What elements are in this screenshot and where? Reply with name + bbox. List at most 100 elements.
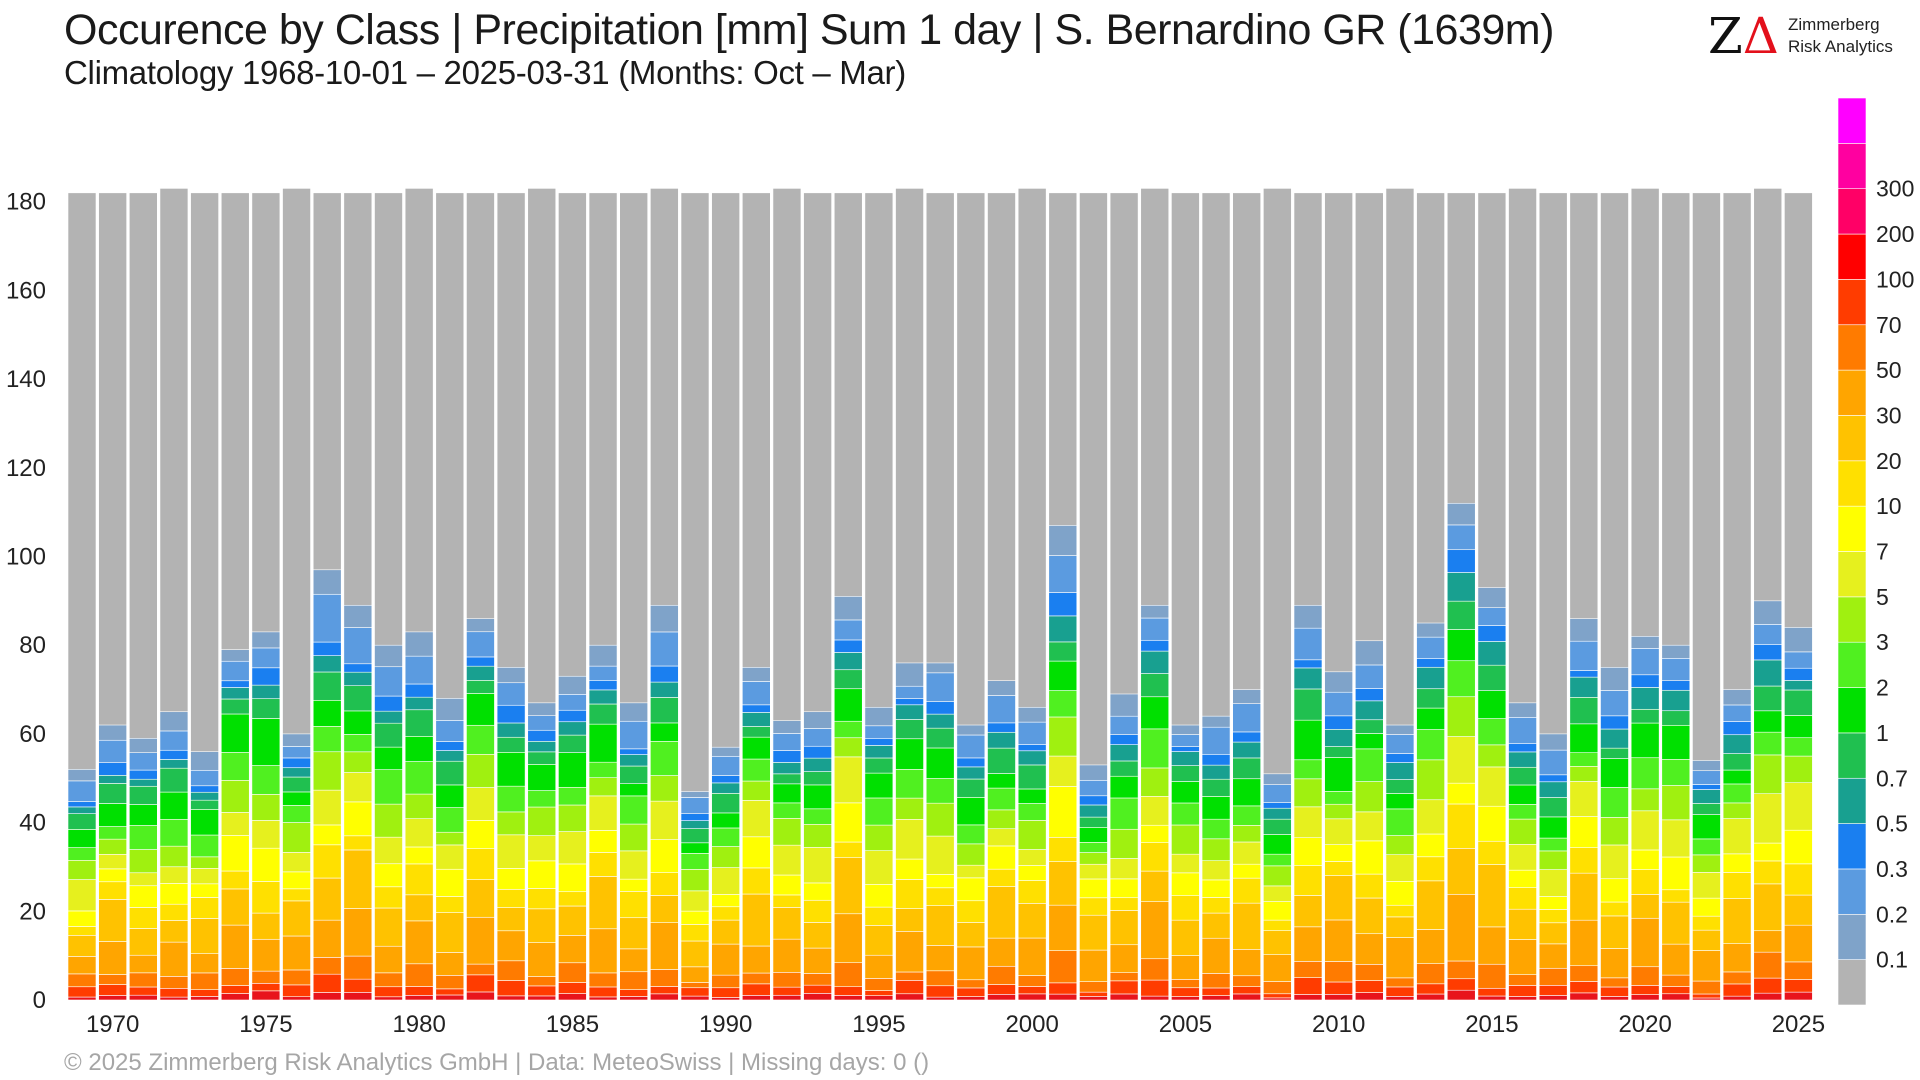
bar-segment	[496, 980, 526, 997]
bar-segment	[129, 825, 158, 850]
bar-segment	[864, 990, 894, 996]
bar-segment	[1171, 853, 1200, 874]
bar-segment	[1477, 864, 1507, 928]
bar-segment	[956, 766, 986, 780]
bar-segment	[1661, 785, 1691, 821]
x-tick-label: 1975	[239, 1011, 292, 1038]
legend-label: 0.1	[1876, 947, 1908, 973]
bar-segment	[680, 890, 710, 912]
bar-segment	[1201, 973, 1231, 989]
bar-segment	[220, 924, 250, 969]
legend-swatch	[1837, 596, 1867, 643]
bar-segment	[1508, 996, 1537, 1001]
bar-segment	[1324, 875, 1353, 921]
bar-segment	[404, 761, 434, 795]
bar-segment	[987, 731, 1016, 749]
bar-segment	[190, 883, 219, 898]
bar-segment	[711, 746, 740, 757]
bar-segment	[1140, 673, 1170, 698]
bar-segment	[987, 965, 1016, 985]
bar-segment	[251, 983, 281, 992]
legend-swatch	[1837, 188, 1867, 235]
bar-segment	[1079, 949, 1108, 982]
bar-segment	[864, 824, 894, 851]
bar-segment	[1600, 715, 1629, 730]
bar-segment	[282, 935, 311, 971]
bar-segment	[1416, 636, 1445, 659]
bar-segment	[711, 755, 740, 776]
bar-segment	[803, 824, 832, 848]
bar-segment	[527, 764, 557, 791]
bar-segment	[1416, 666, 1445, 690]
bar-segment	[67, 973, 97, 988]
bar-segment	[1508, 939, 1537, 975]
bar-segment	[925, 802, 955, 837]
bar-segment	[1784, 651, 1813, 669]
bar-segment	[833, 720, 863, 739]
bar-segment	[1416, 993, 1445, 1001]
bar-segment	[343, 908, 373, 957]
bar-segment	[803, 922, 832, 949]
bar-segment	[251, 684, 281, 700]
y-tick-label: 60	[19, 721, 46, 748]
bar-segment	[1630, 869, 1660, 895]
bar-segment	[1140, 842, 1170, 872]
bar-segment	[1630, 985, 1660, 995]
bar-segment	[1385, 916, 1415, 938]
bar-segment	[1538, 850, 1568, 870]
bar-segment	[650, 604, 679, 633]
bar-segment	[1661, 986, 1691, 995]
bar-segment	[803, 745, 832, 759]
logo-line-2: Risk Analytics	[1788, 37, 1893, 56]
bar-segment	[1232, 993, 1261, 1001]
bar-segment	[67, 934, 97, 957]
bar-segment	[312, 655, 342, 673]
bar-segment	[803, 899, 832, 923]
bar-segment	[1263, 802, 1292, 809]
bar-segment	[1201, 715, 1231, 728]
bar-segment	[588, 680, 618, 691]
bar-segment	[190, 996, 219, 1001]
bar-segment	[343, 955, 373, 980]
bar-segment	[251, 794, 281, 821]
bar-segment	[1784, 782, 1813, 831]
bar-segment	[98, 724, 127, 741]
bar-segment	[650, 922, 679, 970]
bar-segment	[282, 900, 311, 937]
bar-segment	[282, 996, 311, 1001]
bar-segment	[67, 806, 97, 814]
bar-segment	[1538, 774, 1568, 783]
bar-segment	[895, 993, 924, 1001]
bar-segment	[1784, 924, 1813, 963]
bar-segment	[374, 972, 403, 988]
bar-segment	[404, 846, 434, 865]
legend-swatch	[1837, 415, 1867, 462]
bar-segment	[1416, 799, 1445, 835]
bar-segment	[1508, 717, 1537, 744]
bar-segment	[1446, 600, 1476, 630]
bar-segment	[1753, 842, 1783, 862]
bar-segment	[98, 974, 127, 985]
bar-segment	[1017, 880, 1047, 904]
bar-segment	[1569, 640, 1599, 671]
bar-segment	[1722, 943, 1752, 973]
bar-segment	[466, 754, 495, 788]
legend-label: 0.5	[1876, 811, 1908, 837]
bar-segment	[435, 994, 465, 1001]
bar-segment	[1171, 979, 1200, 989]
bar-segment	[1416, 729, 1445, 761]
bar-segment	[1324, 818, 1353, 845]
bar-segment	[527, 908, 557, 943]
legend-swatch	[1837, 551, 1867, 598]
bar-segment	[466, 991, 495, 1001]
bar-segment	[1201, 838, 1231, 862]
bar-segment	[1355, 700, 1384, 721]
bar-segment	[619, 754, 649, 767]
bar-segment	[220, 870, 250, 890]
bar-segment	[343, 849, 373, 909]
bar-segment	[1140, 870, 1170, 902]
bar-segment	[987, 984, 1016, 995]
bar-segment	[680, 791, 710, 798]
bar-segment	[251, 647, 281, 669]
bar-segment	[527, 835, 557, 862]
